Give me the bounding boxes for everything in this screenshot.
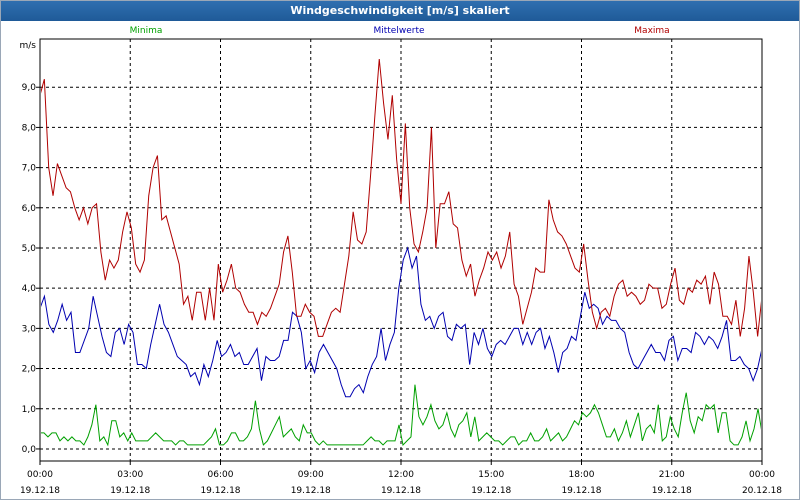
y-tick-label: 9,0 bbox=[22, 83, 37, 93]
x-tick-date: 20.12.18 bbox=[742, 486, 782, 496]
axis-layer: 0,0 1,0 2,0 3,0 4,0 5,0 6,0 7,0 8,0 9,0 m/s 00:00 19… bbox=[20, 38, 782, 496]
x-tick-date: 19.12.18 bbox=[652, 486, 692, 496]
x-tick-time: 06:00 bbox=[208, 470, 234, 480]
y-tick-label: 0,0 bbox=[22, 445, 37, 455]
x-tick-date: 19.12.18 bbox=[200, 486, 240, 496]
series-line-mittelwerte bbox=[41, 246, 761, 398]
grid-layer bbox=[40, 39, 762, 461]
series-line-maxima bbox=[41, 59, 761, 337]
x-tick-time: 00:00 bbox=[27, 470, 53, 480]
x-tick-date: 19.12.18 bbox=[20, 486, 60, 496]
x-tick-time: 18:00 bbox=[569, 470, 595, 480]
y-tick-label: 7,0 bbox=[22, 164, 37, 174]
x-tick-time: 09:00 bbox=[298, 470, 324, 480]
legend-minima: Minima bbox=[130, 26, 163, 36]
y-tick-label: 6,0 bbox=[22, 204, 37, 214]
y-axis-label: m/s bbox=[20, 41, 37, 51]
series-layer bbox=[41, 59, 761, 447]
y-tick-label: 5,0 bbox=[22, 244, 37, 254]
y-tick-label: 8,0 bbox=[22, 123, 37, 133]
x-tick-date: 19.12.18 bbox=[471, 486, 511, 496]
y-tick-label: 4,0 bbox=[22, 284, 37, 294]
x-tick-time: 00:00 bbox=[749, 470, 775, 480]
x-tick-date: 19.12.18 bbox=[291, 486, 331, 496]
window-title: Windgeschwindigkeit [m/s] skaliert bbox=[1, 1, 799, 21]
x-tick-date: 19.12.18 bbox=[110, 486, 150, 496]
y-tick-label: 3,0 bbox=[22, 324, 37, 334]
x-tick-date: 19.12.18 bbox=[381, 486, 421, 496]
y-tick-label: 2,0 bbox=[22, 365, 37, 375]
x-tick-time: 21:00 bbox=[659, 470, 685, 480]
legend-mittelwerte: Mittelwerte bbox=[373, 26, 424, 36]
series-line-minima bbox=[41, 384, 761, 447]
y-tick-label: 1,0 bbox=[22, 405, 37, 415]
legend-layer: Minima Mittelwerte Maxima bbox=[130, 26, 670, 36]
x-tick-time: 12:00 bbox=[388, 470, 414, 480]
x-tick-date: 19.12.18 bbox=[561, 486, 601, 496]
x-tick-time: 15:00 bbox=[478, 470, 504, 480]
legend-maxima: Maxima bbox=[634, 26, 669, 36]
x-tick-time: 03:00 bbox=[117, 470, 143, 480]
